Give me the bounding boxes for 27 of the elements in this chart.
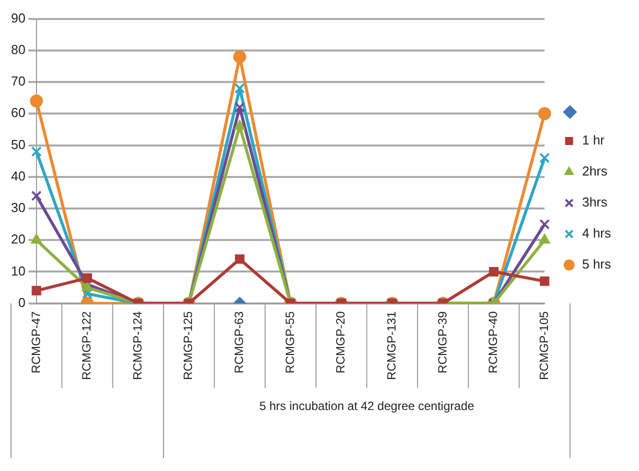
x-tick-label: RCMGP-55 [282, 310, 297, 374]
y-tick-label: 20 [10, 232, 26, 247]
x-tick-label: RCMGP-40 [486, 310, 500, 374]
y-tick-label: 30 [10, 200, 26, 216]
legend-label: 4 hrs [582, 226, 612, 241]
x-tick-label: RCMGP-39 [435, 310, 450, 374]
y-tick-label: 10 [10, 263, 26, 278]
y-tick-label: 60 [10, 105, 26, 120]
legend-label: 3hrs [582, 194, 608, 210]
x-tick-label: RCMGP-63 [232, 310, 246, 374]
x-tick-label: RCMGP-131 [384, 310, 398, 380]
y-tick-label: 90 [10, 10, 26, 26]
y-tick-label: 40 [10, 168, 26, 184]
y-tick-label: 70 [10, 74, 26, 89]
y-tick-label: 50 [10, 136, 26, 152]
y-tick-label: 80 [10, 42, 26, 57]
legend-label: 1 hr [582, 132, 606, 148]
x-tick-label: RCMGP-122 [80, 310, 94, 380]
x-tick-label: RCMGP-20 [334, 310, 348, 374]
x-tick-label: RCMGP-47 [28, 310, 43, 374]
x-tick-label: RCMGP-124 [130, 310, 144, 380]
y-tick-label: 0 [18, 294, 26, 310]
legend-label: 2hrs [582, 164, 608, 179]
legend-label: 5 hrs [582, 256, 612, 272]
x-tick-label: RCMGP-105 [536, 310, 551, 380]
x-tick-label: RCMGP-125 [181, 310, 196, 380]
x-axis-title: 5 hrs incubation at 42 degree centigrade [259, 399, 474, 413]
